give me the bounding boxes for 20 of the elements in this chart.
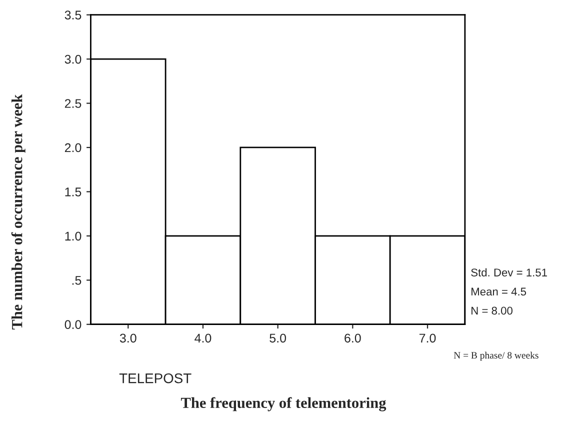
x-axis-title: The frequency of telementoring bbox=[180, 397, 386, 412]
text: N = B phase/ 8 weeks bbox=[454, 352, 538, 361]
y-tick-label: 0.0 bbox=[64, 320, 82, 330]
y-tick-label: 3.0 bbox=[64, 54, 82, 64]
text: N = 8.00 bbox=[472, 306, 512, 315]
text: TELEPOST bbox=[119, 373, 192, 384]
text: Std. Dev = 1.51 bbox=[471, 268, 547, 276]
y-tick-label: 1.0 bbox=[65, 232, 82, 241]
x-tick-label: 6.0 bbox=[344, 334, 361, 343]
y-tick-label: 2.5 bbox=[64, 99, 82, 108]
x-tick-label: 4.0 bbox=[194, 334, 212, 343]
y-tick-label: .5 bbox=[72, 276, 82, 285]
x-tick-label: 5.0 bbox=[270, 334, 286, 343]
y-tick-label: 2.0 bbox=[64, 143, 82, 152]
text: Mean = 4.5 bbox=[472, 288, 526, 296]
y-axis-title: The number of occurrence per week bbox=[11, 94, 26, 330]
x-tick-label: 7.0 bbox=[419, 334, 436, 343]
y-tick-label: 1.5 bbox=[65, 188, 82, 196]
x-tick-label: 3.0 bbox=[120, 334, 136, 343]
y-tick-label: 3.5 bbox=[64, 10, 82, 20]
